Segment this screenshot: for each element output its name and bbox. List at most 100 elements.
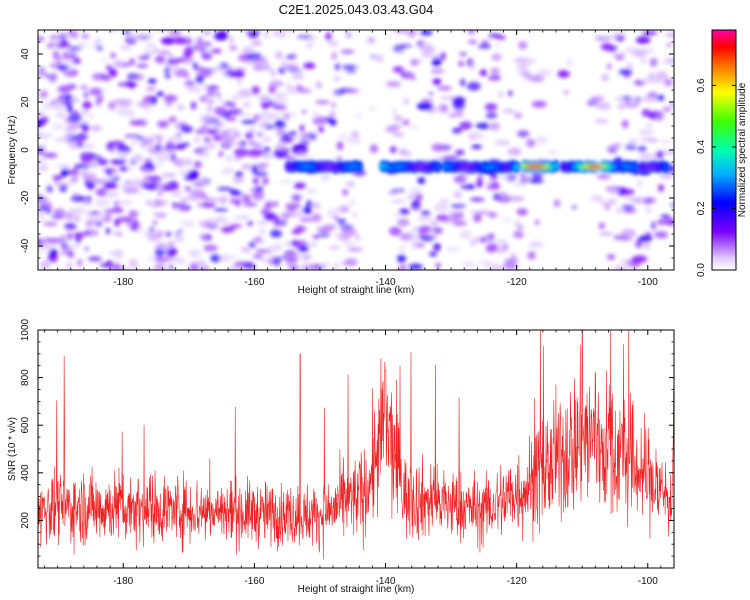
x-tick-label: -180 — [113, 277, 133, 288]
heatmap-cell — [392, 107, 397, 115]
heatmap-cell — [618, 69, 633, 75]
heatmap-cell — [262, 136, 272, 143]
heatmap-x-axis-title: Height of straight line (km) — [298, 285, 415, 296]
heatmap-cell — [452, 128, 462, 134]
colorbar-gradient — [711, 29, 737, 271]
heatmap-cell — [265, 124, 275, 129]
heatmap-cell — [161, 108, 167, 112]
heatmap-cell — [596, 173, 611, 180]
heatmap-cell — [136, 64, 149, 68]
heatmap-cell — [217, 30, 227, 39]
colorbar-ticks: 0.0 0.2 0.4 0.6 — [696, 78, 736, 277]
heatmap-cell — [100, 263, 107, 267]
heatmap-cell — [81, 110, 89, 115]
heatmap-cell — [529, 74, 545, 82]
heatmap-cell — [333, 75, 341, 82]
heatmap-cell — [306, 200, 313, 208]
heatmap-cell — [119, 166, 128, 172]
x-tick-label: -140 — [375, 277, 395, 288]
heatmap-cell — [658, 184, 664, 192]
heatmap-cell — [211, 48, 222, 54]
heatmap-cell — [252, 177, 259, 185]
heatmap-cell — [617, 102, 625, 111]
heatmap-cell — [281, 58, 287, 68]
heatmap-cell — [109, 68, 117, 78]
heatmap-cell — [484, 103, 498, 111]
heatmap-cell — [622, 30, 628, 33]
heatmap-cell — [526, 138, 536, 148]
heatmap-cell — [612, 52, 619, 58]
heatmap-cell — [154, 199, 160, 205]
heatmap-cell — [502, 216, 511, 224]
heatmap-cell — [298, 246, 309, 253]
heatmap-cell — [527, 251, 536, 260]
heatmap-cell — [158, 50, 171, 55]
heatmap-cell — [105, 191, 120, 197]
heatmap-cell — [454, 189, 459, 196]
heatmap-cell — [315, 81, 322, 89]
heatmap-cell — [393, 213, 402, 217]
heatmap-cell — [117, 82, 125, 87]
heatmap-cell — [514, 219, 521, 228]
heatmap-cell — [131, 226, 138, 231]
heatmap-cell — [210, 254, 222, 263]
heatmap-cell — [83, 92, 89, 99]
heatmap-cell — [502, 109, 516, 113]
heatmap-cell — [184, 74, 190, 79]
heatmap-cell — [393, 124, 402, 130]
heatmap-cell — [207, 99, 214, 104]
heatmap-panel: -180 -160 -140 -120 -100 -40 -20 0 20 40 Height … — [7, 29, 675, 296]
heatmap-cell — [38, 111, 45, 116]
heatmap-cell — [69, 207, 85, 215]
heatmap-cell — [294, 225, 307, 233]
heatmap-cell — [129, 119, 143, 126]
heatmap-cell — [278, 180, 294, 184]
heatmap-cell — [496, 248, 507, 254]
heatmap-cell — [152, 220, 157, 225]
heatmap-cell — [241, 119, 257, 125]
heatmap-cell — [85, 210, 91, 217]
heatmap-cell — [103, 208, 118, 213]
y-tick-label: 20 — [20, 96, 31, 108]
heatmap-cell — [162, 186, 172, 191]
heatmap-cell — [202, 30, 212, 36]
heatmap-cell — [316, 226, 333, 233]
heatmap-cell — [428, 92, 433, 96]
heatmap-cell — [40, 102, 56, 110]
heatmap-cell — [336, 218, 347, 224]
heatmap-cell — [333, 262, 339, 270]
heatmap-cell — [184, 45, 195, 55]
heatmap-cell — [274, 215, 280, 223]
heatmap-cell — [459, 121, 473, 130]
heatmap-cell — [641, 47, 655, 54]
heatmap-cell — [466, 81, 481, 91]
heatmap-cell — [44, 74, 50, 78]
heatmap-cell — [504, 258, 519, 263]
heatmap-cell — [471, 144, 482, 149]
heatmap-cell — [229, 188, 239, 195]
heatmap-cell — [44, 222, 58, 226]
heatmap-cell — [279, 136, 294, 144]
heatmap-cell — [431, 221, 438, 226]
heatmap-cell — [665, 32, 674, 38]
heatmap-cell — [132, 154, 143, 163]
heatmap-cell — [180, 55, 194, 64]
heatmap-cell — [156, 91, 165, 97]
heatmap-cell — [46, 185, 53, 193]
heatmap-cell — [480, 69, 487, 76]
heatmap-cell — [285, 256, 299, 263]
heatmap-cell — [293, 182, 307, 189]
heatmap-cell — [184, 39, 193, 44]
heatmap-cell — [234, 154, 239, 162]
heatmap-cell — [255, 249, 270, 253]
heatmap-cell — [117, 231, 122, 238]
heatmap-cell — [628, 138, 639, 144]
heatmap-cell — [106, 227, 111, 235]
heatmap-cell — [409, 234, 420, 243]
heatmap-cell — [477, 174, 483, 183]
heatmap-cell — [567, 58, 572, 67]
heatmap-cell — [638, 235, 653, 242]
heatmap-cell — [459, 230, 472, 239]
heatmap-cell — [232, 174, 245, 183]
heatmap-cell — [229, 36, 234, 44]
